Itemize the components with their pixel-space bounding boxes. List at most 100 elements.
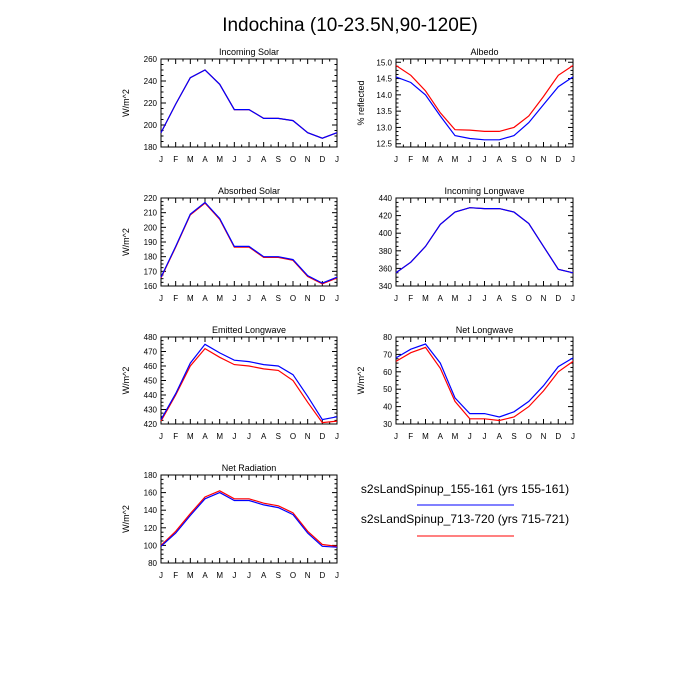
x-tick-label: M — [216, 571, 223, 580]
x-tick-label: J — [159, 432, 163, 441]
x-tick-label: N — [541, 432, 547, 441]
series-line-blue — [160, 343, 338, 421]
y-tick-label: 40 — [383, 403, 392, 412]
x-tick-label: A — [497, 155, 503, 164]
x-tick-label: J — [247, 294, 251, 303]
x-tick-label: M — [422, 432, 429, 441]
x-tick-label: A — [202, 294, 208, 303]
y-tick-label: 420 — [144, 420, 158, 429]
x-tick-label: S — [276, 294, 281, 303]
y-tick-label: 200 — [144, 223, 158, 232]
x-tick-label: J — [232, 294, 236, 303]
y-tick-label: 180 — [144, 143, 158, 152]
x-tick-label: S — [276, 432, 281, 441]
y-tick-label: 12.5 — [376, 140, 392, 149]
y-tick-label: 400 — [379, 229, 393, 238]
y-axis-label: W/m^2 — [121, 89, 131, 117]
x-tick-label: J — [159, 294, 163, 303]
y-tick-label: 450 — [144, 377, 158, 386]
x-tick-label: N — [305, 432, 311, 441]
x-tick-label: M — [187, 155, 194, 164]
panel-title: Net Longwave — [456, 325, 514, 335]
y-tick-label: 190 — [144, 238, 158, 247]
y-tick-label: 440 — [144, 391, 158, 400]
x-tick-label: O — [290, 155, 296, 164]
series-line-red — [395, 64, 574, 132]
x-tick-label: M — [452, 155, 459, 164]
y-tick-label: 13.5 — [376, 107, 392, 116]
x-tick-label: A — [261, 571, 267, 580]
x-tick-label: D — [555, 432, 561, 441]
x-tick-label: A — [202, 571, 208, 580]
x-tick-label: J — [483, 294, 487, 303]
x-tick-label: M — [216, 294, 223, 303]
x-tick-label: J — [335, 571, 339, 580]
series-line-blue — [160, 69, 338, 139]
x-tick-label: N — [305, 155, 311, 164]
y-axis-label: W/m^2 — [121, 367, 131, 395]
y-tick-label: 200 — [144, 121, 158, 130]
x-tick-label: N — [541, 155, 547, 164]
y-axis-label: % reflected — [356, 80, 366, 125]
y-tick-label: 360 — [379, 264, 393, 273]
y-tick-label: 100 — [144, 541, 158, 550]
y-tick-label: 380 — [379, 247, 393, 256]
y-tick-label: 220 — [144, 99, 158, 108]
series-line-blue — [160, 491, 338, 548]
x-tick-label: J — [468, 432, 472, 441]
legend: s2sLandSpinup_155-161 (yrs 155-161) s2sL… — [361, 482, 569, 537]
x-tick-label: M — [187, 294, 194, 303]
x-tick-label: D — [319, 571, 325, 580]
x-tick-label: J — [394, 155, 398, 164]
x-tick-label: J — [232, 432, 236, 441]
panel-title: Net Radiation — [222, 463, 277, 473]
x-tick-label: A — [261, 432, 267, 441]
x-tick-label: F — [173, 294, 178, 303]
y-tick-label: 260 — [144, 55, 158, 64]
x-tick-label: M — [452, 432, 459, 441]
x-tick-label: M — [422, 294, 429, 303]
y-tick-label: 170 — [144, 267, 158, 276]
y-tick-label: 470 — [144, 348, 158, 357]
x-tick-label: J — [335, 294, 339, 303]
y-tick-label: 14.5 — [376, 75, 392, 84]
series-line-red — [160, 490, 338, 547]
x-tick-label: F — [408, 432, 413, 441]
y-tick-label: 460 — [144, 362, 158, 371]
x-tick-label: O — [526, 432, 532, 441]
y-tick-label: 420 — [379, 212, 393, 221]
panel-title: Emitted Longwave — [212, 325, 286, 335]
x-tick-label: N — [305, 571, 311, 580]
y-tick-label: 480 — [144, 333, 158, 342]
x-tick-label: A — [438, 432, 444, 441]
x-tick-label: A — [261, 155, 267, 164]
x-tick-label: J — [468, 294, 472, 303]
y-tick-label: 15.0 — [376, 58, 392, 67]
panel-title: Albedo — [470, 47, 498, 57]
x-tick-label: F — [173, 155, 178, 164]
x-tick-label: A — [438, 294, 444, 303]
x-tick-label: N — [541, 294, 547, 303]
x-tick-label: F — [173, 571, 178, 580]
y-tick-label: 60 — [383, 368, 392, 377]
x-tick-label: M — [187, 432, 194, 441]
x-tick-label: O — [290, 432, 296, 441]
x-tick-label: J — [483, 155, 487, 164]
y-tick-label: 13.0 — [376, 123, 392, 132]
y-tick-label: 180 — [144, 253, 158, 262]
x-tick-label: M — [216, 432, 223, 441]
y-tick-label: 180 — [144, 471, 158, 480]
x-tick-label: J — [247, 571, 251, 580]
x-tick-label: N — [305, 294, 311, 303]
x-tick-label: M — [216, 155, 223, 164]
x-tick-label: O — [526, 294, 532, 303]
x-tick-label: A — [497, 294, 503, 303]
x-tick-label: J — [571, 294, 575, 303]
panel-title: Incoming Solar — [219, 47, 279, 57]
x-tick-label: D — [319, 294, 325, 303]
series-line-blue — [395, 76, 574, 141]
